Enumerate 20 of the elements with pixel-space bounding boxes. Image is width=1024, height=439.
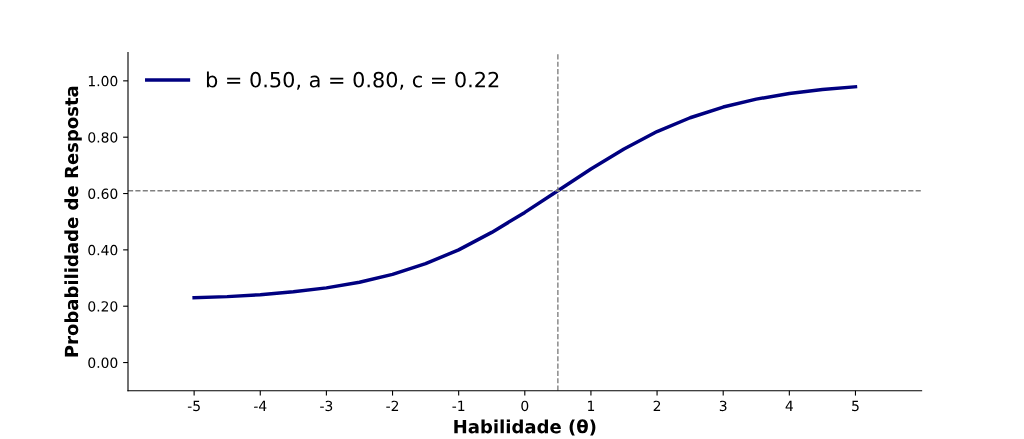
x-tick-label: 3	[719, 400, 727, 412]
x-axis-title: Habilidade (θ)	[454, 419, 596, 436]
legend-label: b = 0.50, a = 0.80, c = 0.22	[206, 71, 499, 90]
x-tick-label: 4	[785, 400, 793, 411]
y-axis-title: Probabilidade de Resposta	[64, 86, 82, 357]
x-tick-label: -1	[452, 400, 465, 411]
x-tick-label: 0	[521, 400, 529, 412]
x-tick-label: 5	[852, 400, 859, 412]
y-tick-label: 0.00	[88, 357, 118, 369]
x-tick-label: -2	[386, 400, 399, 411]
x-tick-label: -5	[187, 400, 200, 412]
x-tick-label: -3	[320, 400, 333, 412]
x-tick-label: 1	[588, 400, 595, 411]
y-tick-label: 0.20	[88, 301, 118, 312]
x-tick-label: -4	[254, 400, 267, 411]
y-tick-label: 0.40	[88, 244, 118, 256]
y-tick-label: 0.80	[88, 132, 118, 143]
x-tick-label: 2	[653, 400, 661, 411]
y-tick-label: 0.60	[88, 188, 118, 199]
y-tick-label: 1.00	[88, 75, 118, 87]
